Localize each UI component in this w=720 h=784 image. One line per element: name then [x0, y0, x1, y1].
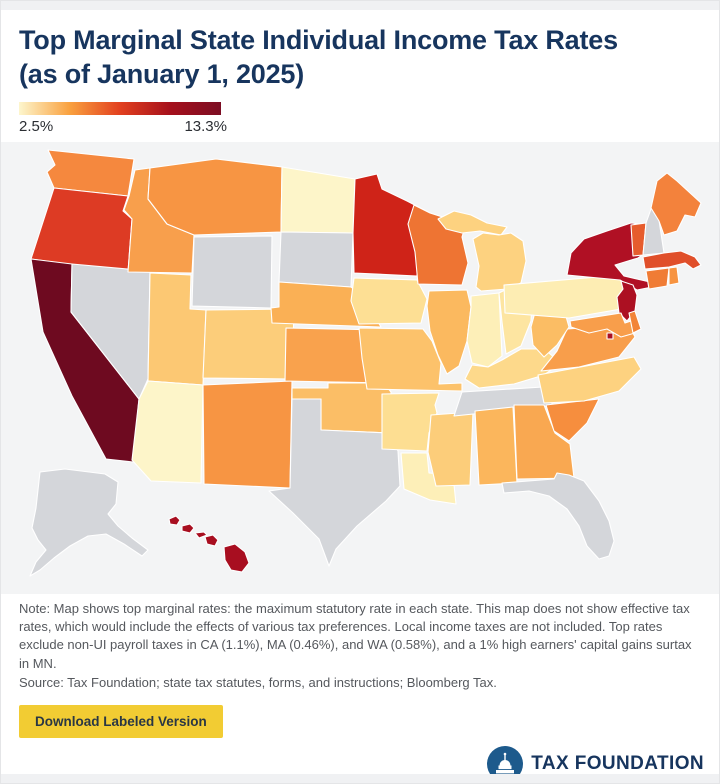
legend: 2.5% 13.3% — [19, 101, 701, 135]
source-text: Source: Tax Foundation; state tax statut… — [19, 675, 497, 691]
bottom-edge-strip — [1, 774, 719, 783]
state-ga[interactable] — [513, 403, 575, 480]
legend-gradient-bar — [19, 101, 221, 115]
state-hi-oahu[interactable] — [181, 522, 195, 534]
state-hi-maui[interactable] — [204, 533, 219, 547]
state-mi[interactable] — [472, 231, 527, 292]
state-tx[interactable] — [268, 397, 401, 567]
state-hi-kauai[interactable] — [168, 514, 181, 526]
tax-foundation-capitol-icon — [487, 745, 524, 782]
state-wy[interactable] — [191, 234, 273, 309]
top-edge-strip — [1, 1, 719, 10]
state-ri[interactable] — [668, 265, 680, 286]
download-labeled-version-button[interactable]: Download Labeled Version — [19, 704, 223, 738]
state-ak[interactable] — [29, 467, 149, 577]
map-section — [1, 141, 719, 594]
state-pa[interactable] — [503, 273, 629, 319]
state-de[interactable] — [628, 309, 642, 334]
brand-name: TAX FOUNDATION — [531, 752, 704, 774]
state-md[interactable] — [569, 311, 636, 338]
state-mt[interactable] — [147, 157, 283, 236]
state-mi-upper-peninsula[interactable] — [437, 209, 508, 236]
state-ct[interactable] — [645, 266, 670, 290]
state-ia[interactable] — [350, 276, 428, 325]
state-nm[interactable] — [202, 379, 293, 489]
note-text: Note: Map shows top marginal rates: the … — [19, 600, 692, 671]
state-me[interactable] — [650, 171, 702, 236]
brand-logo-row: TAX FOUNDATION — [1, 745, 719, 782]
state-mo[interactable] — [358, 326, 463, 392]
state-sd[interactable] — [278, 230, 354, 288]
notes-block: Note: Map shows top marginal rates: the … — [1, 594, 719, 693]
state-nc[interactable] — [537, 355, 642, 404]
page-title: Top Marginal State Individual Income Tax… — [19, 25, 618, 89]
state-al[interactable] — [474, 405, 518, 486]
state-fl[interactable] — [501, 471, 615, 560]
state-or[interactable] — [30, 186, 133, 273]
state-in[interactable] — [466, 291, 503, 368]
legend-labels: 2.5% 13.3% — [19, 118, 227, 135]
state-sc[interactable] — [545, 397, 600, 442]
legend-min-label: 2.5% — [19, 117, 54, 135]
state-la[interactable] — [400, 451, 457, 505]
state-az[interactable] — [131, 379, 204, 484]
state-il[interactable] — [426, 288, 472, 375]
state-ma[interactable] — [642, 249, 702, 270]
state-dc[interactable] — [606, 331, 614, 340]
state-hi-molokai[interactable] — [194, 530, 208, 539]
state-ms[interactable] — [427, 410, 474, 487]
state-hi-big-island[interactable] — [223, 542, 250, 573]
state-nd[interactable] — [280, 165, 356, 234]
legend-max-label: 13.3% — [184, 117, 227, 135]
state-nj[interactable] — [616, 279, 638, 322]
us-choropleth-map — [29, 148, 702, 577]
